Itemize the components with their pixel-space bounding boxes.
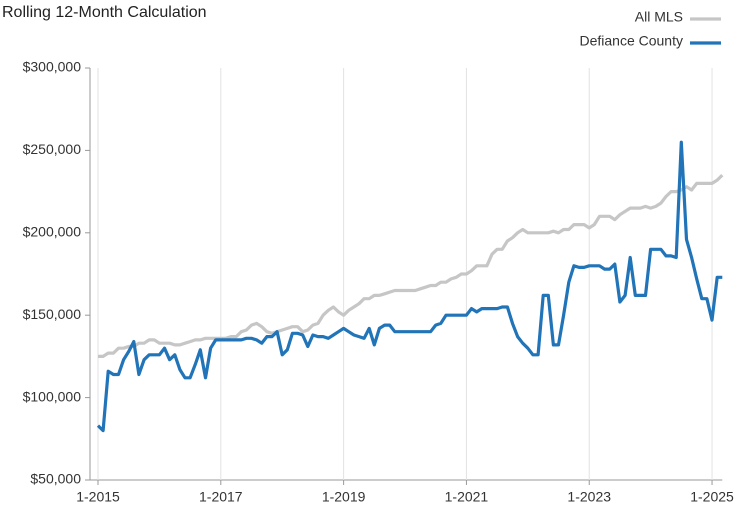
x-tick-label: 1-2023: [567, 489, 611, 505]
legend-label: All MLS: [635, 9, 683, 25]
x-tick-label: 1-2015: [76, 489, 120, 505]
x-tick-label: 1-2025: [690, 489, 734, 505]
y-tick-label: $250,000: [23, 141, 82, 157]
series-line: [98, 173, 724, 358]
x-tick-label: 1-2021: [445, 489, 489, 505]
y-tick-label: $150,000: [23, 306, 82, 322]
x-tick-label: 1-2017: [199, 489, 243, 505]
x-tick-label: 1-2019: [322, 489, 366, 505]
y-tick-label: $100,000: [23, 388, 82, 404]
y-tick-label: $50,000: [30, 471, 81, 487]
series-line: [96, 140, 723, 433]
chart-title: Rolling 12-Month Calculation: [2, 4, 207, 21]
legend-label: Defiance County: [579, 33, 683, 49]
y-tick-label: $200,000: [23, 224, 82, 240]
y-tick-label: $300,000: [23, 59, 82, 75]
